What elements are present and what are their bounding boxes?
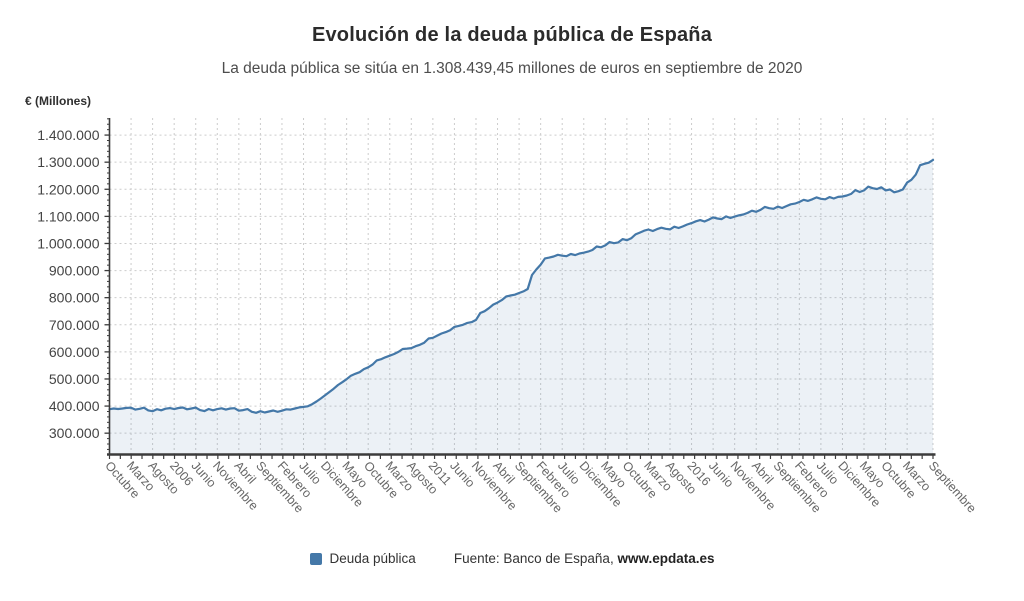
source-link[interactable]: www.epdata.es (617, 551, 715, 566)
y-tick-marks (104, 118, 110, 450)
debt-area-chart: 300.000 400.000 500.000 600.000 700.000 800.0… (37, 118, 979, 516)
svg-text:300.000: 300.000 (49, 425, 100, 441)
chart-subtitle: La deuda pública se sitúa en 1.308.439,4… (221, 60, 803, 77)
svg-text:500.000: 500.000 (49, 371, 100, 387)
legend-item-deuda-publica[interactable]: Deuda pública (309, 551, 416, 566)
chart-footer: Deuda pública Fuente: Banco de España, w… (0, 551, 1024, 566)
svg-text:1.300.000: 1.300.000 (37, 154, 99, 170)
legend-swatch (309, 552, 322, 565)
svg-text:Septiembre: Septiembre (926, 459, 979, 516)
debt-line (108, 158, 935, 414)
svg-text:1.100.000: 1.100.000 (37, 208, 99, 224)
x-gridlines (130, 118, 934, 454)
y-axis-title: € (Millones) (25, 94, 92, 108)
svg-text:1.000.000: 1.000.000 (37, 235, 99, 251)
svg-text:400.000: 400.000 (49, 398, 100, 414)
y-tick-labels: 300.000 400.000 500.000 600.000 700.000 800.0… (37, 127, 100, 441)
source-prefix: Fuente: Banco de España, (453, 551, 618, 566)
svg-text:600.000: 600.000 (49, 344, 100, 360)
svg-text:1.200.000: 1.200.000 (37, 181, 99, 197)
source-text: Fuente: Banco de España, www.epdata.es (454, 551, 715, 566)
svg-text:800.000: 800.000 (49, 290, 100, 306)
chart-title: Evolución de la deuda pública de España (311, 24, 713, 46)
x-tick-labels: OctubreMarzoAgosto2006JunioNoviembreAbri… (102, 459, 979, 516)
svg-text:700.000: 700.000 (49, 317, 100, 333)
legend-label: Deuda pública (329, 551, 416, 566)
y-gridlines (109, 134, 933, 434)
svg-text:900.000: 900.000 (49, 263, 100, 279)
svg-text:1.400.000: 1.400.000 (37, 127, 99, 143)
area-fill (109, 159, 933, 454)
x-tick-marks (108, 454, 934, 459)
